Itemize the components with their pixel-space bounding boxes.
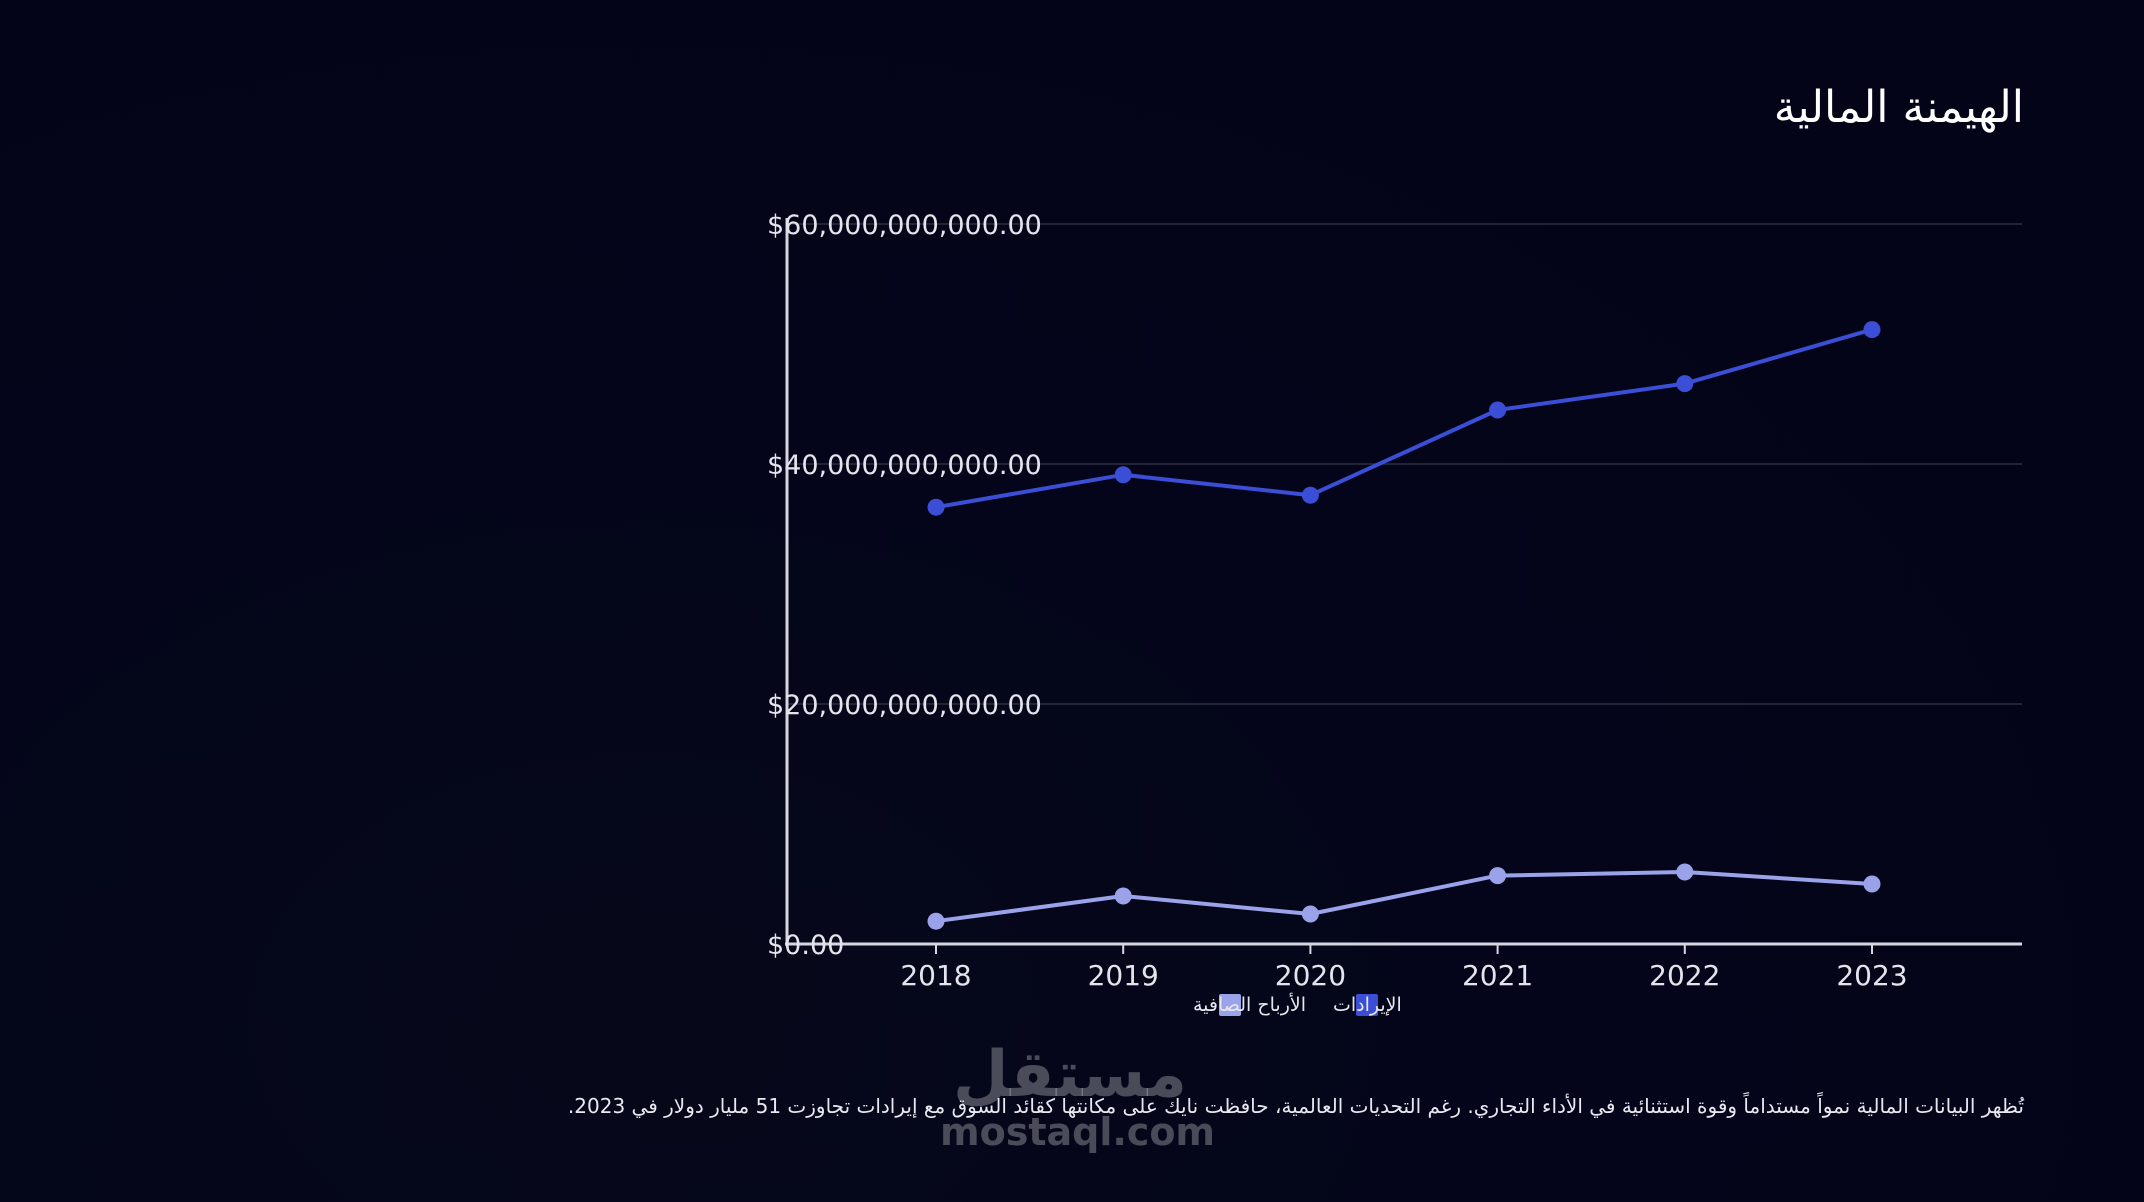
y-tick-label: $20,000,000,000.00	[767, 690, 1042, 721]
data-point[interactable]	[1676, 863, 1694, 881]
y-tick-label: $40,000,000,000.00	[767, 450, 1042, 481]
x-tick-label: 2021	[1462, 959, 1533, 992]
watermark: مستقل mostaql.com	[940, 1038, 1216, 1154]
x-tick-label: 2020	[1275, 959, 1346, 992]
data-point[interactable]	[1489, 401, 1507, 419]
watermark-latin: mostaql.com	[940, 1110, 1216, 1154]
data-point[interactable]	[1489, 867, 1507, 885]
legend-label[interactable]: الأرباح الصافية	[1193, 993, 1306, 1016]
data-point[interactable]	[1114, 887, 1132, 905]
data-point[interactable]	[1301, 905, 1319, 923]
data-point[interactable]	[927, 912, 945, 930]
legend-swatch[interactable]	[1356, 994, 1378, 1016]
y-tick-label: $0.00	[767, 930, 844, 961]
data-point[interactable]	[1863, 321, 1881, 339]
x-tick-label: 2022	[1649, 959, 1720, 992]
series-line-1	[935, 870, 1873, 924]
x-tick-label: 2023	[1836, 959, 1907, 992]
y-tick-label: $60,000,000,000.00	[767, 210, 1042, 241]
series-lines	[927, 321, 1881, 930]
chart-description: تُظهر البيانات المالية نمواً مستداماً وق…	[567, 1094, 2024, 1118]
page-title: الهيمنة المالية	[1773, 82, 2024, 133]
data-point[interactable]	[1301, 486, 1319, 504]
watermark-arabic: مستقل	[952, 1038, 1188, 1112]
tick-labels: $0.00 $20,000,000,000.00 $40,000,000,000.0…	[767, 210, 1908, 992]
data-point[interactable]	[1114, 466, 1132, 484]
x-tick-label: 2018	[900, 959, 971, 992]
legend-swatch[interactable]	[1219, 994, 1241, 1016]
legend-label[interactable]: الإيرادات	[1333, 994, 1402, 1016]
data-point[interactable]	[1676, 375, 1694, 393]
legend: الإيرادات الأرباح الصافية	[1193, 993, 1402, 1016]
x-tick-label: 2019	[1088, 959, 1159, 992]
grid-lines	[787, 223, 2022, 705]
data-point[interactable]	[1863, 875, 1881, 893]
axes	[785, 218, 2022, 954]
data-point[interactable]	[927, 498, 945, 516]
series-line-0	[935, 327, 1873, 510]
